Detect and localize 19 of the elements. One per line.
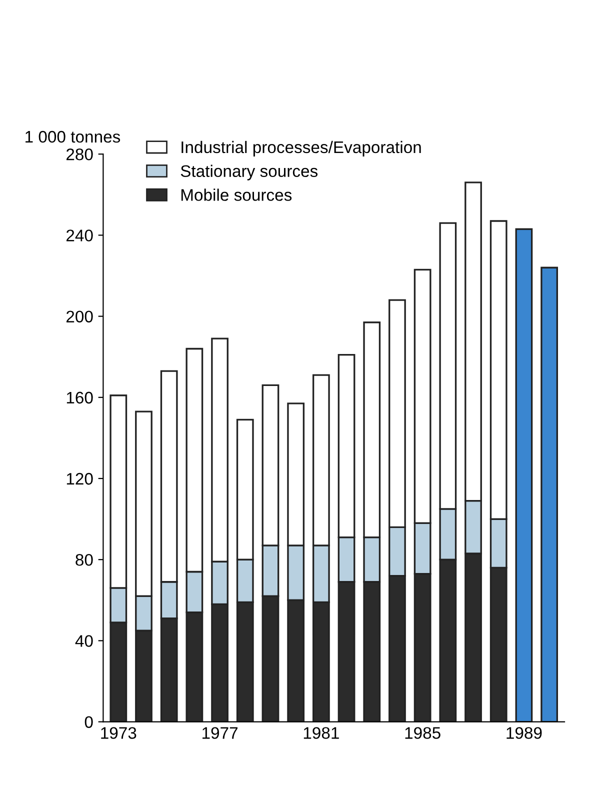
y-tick-label: 160 (66, 392, 93, 404)
y-tick-label: 120 (66, 472, 93, 485)
bar (540, 266, 558, 722)
y-tick-label: 80 (76, 554, 93, 566)
x-tick-label: 1977 (202, 727, 238, 739)
x-tick-label: 1981 (304, 727, 339, 739)
y-tick-label: 280 (66, 148, 93, 160)
y-tick-label: 200 (66, 310, 93, 322)
legend-label: Mobile sources (181, 188, 292, 201)
y-tick-label: 240 (66, 230, 93, 242)
y-tick-label: 40 (75, 635, 93, 647)
x-tick-label: 1973 (101, 727, 136, 739)
y-axis-title: 1 000 tonnes (26, 130, 120, 143)
legend-label: Industrial processes/Evaporation (182, 140, 421, 156)
y-tick-label: 0 (84, 716, 93, 728)
legend-label: Stationary sources (180, 164, 318, 180)
x-tick-label: 1985 (405, 727, 440, 739)
bar (515, 228, 533, 722)
x-tick-label: 1989 (506, 727, 542, 739)
